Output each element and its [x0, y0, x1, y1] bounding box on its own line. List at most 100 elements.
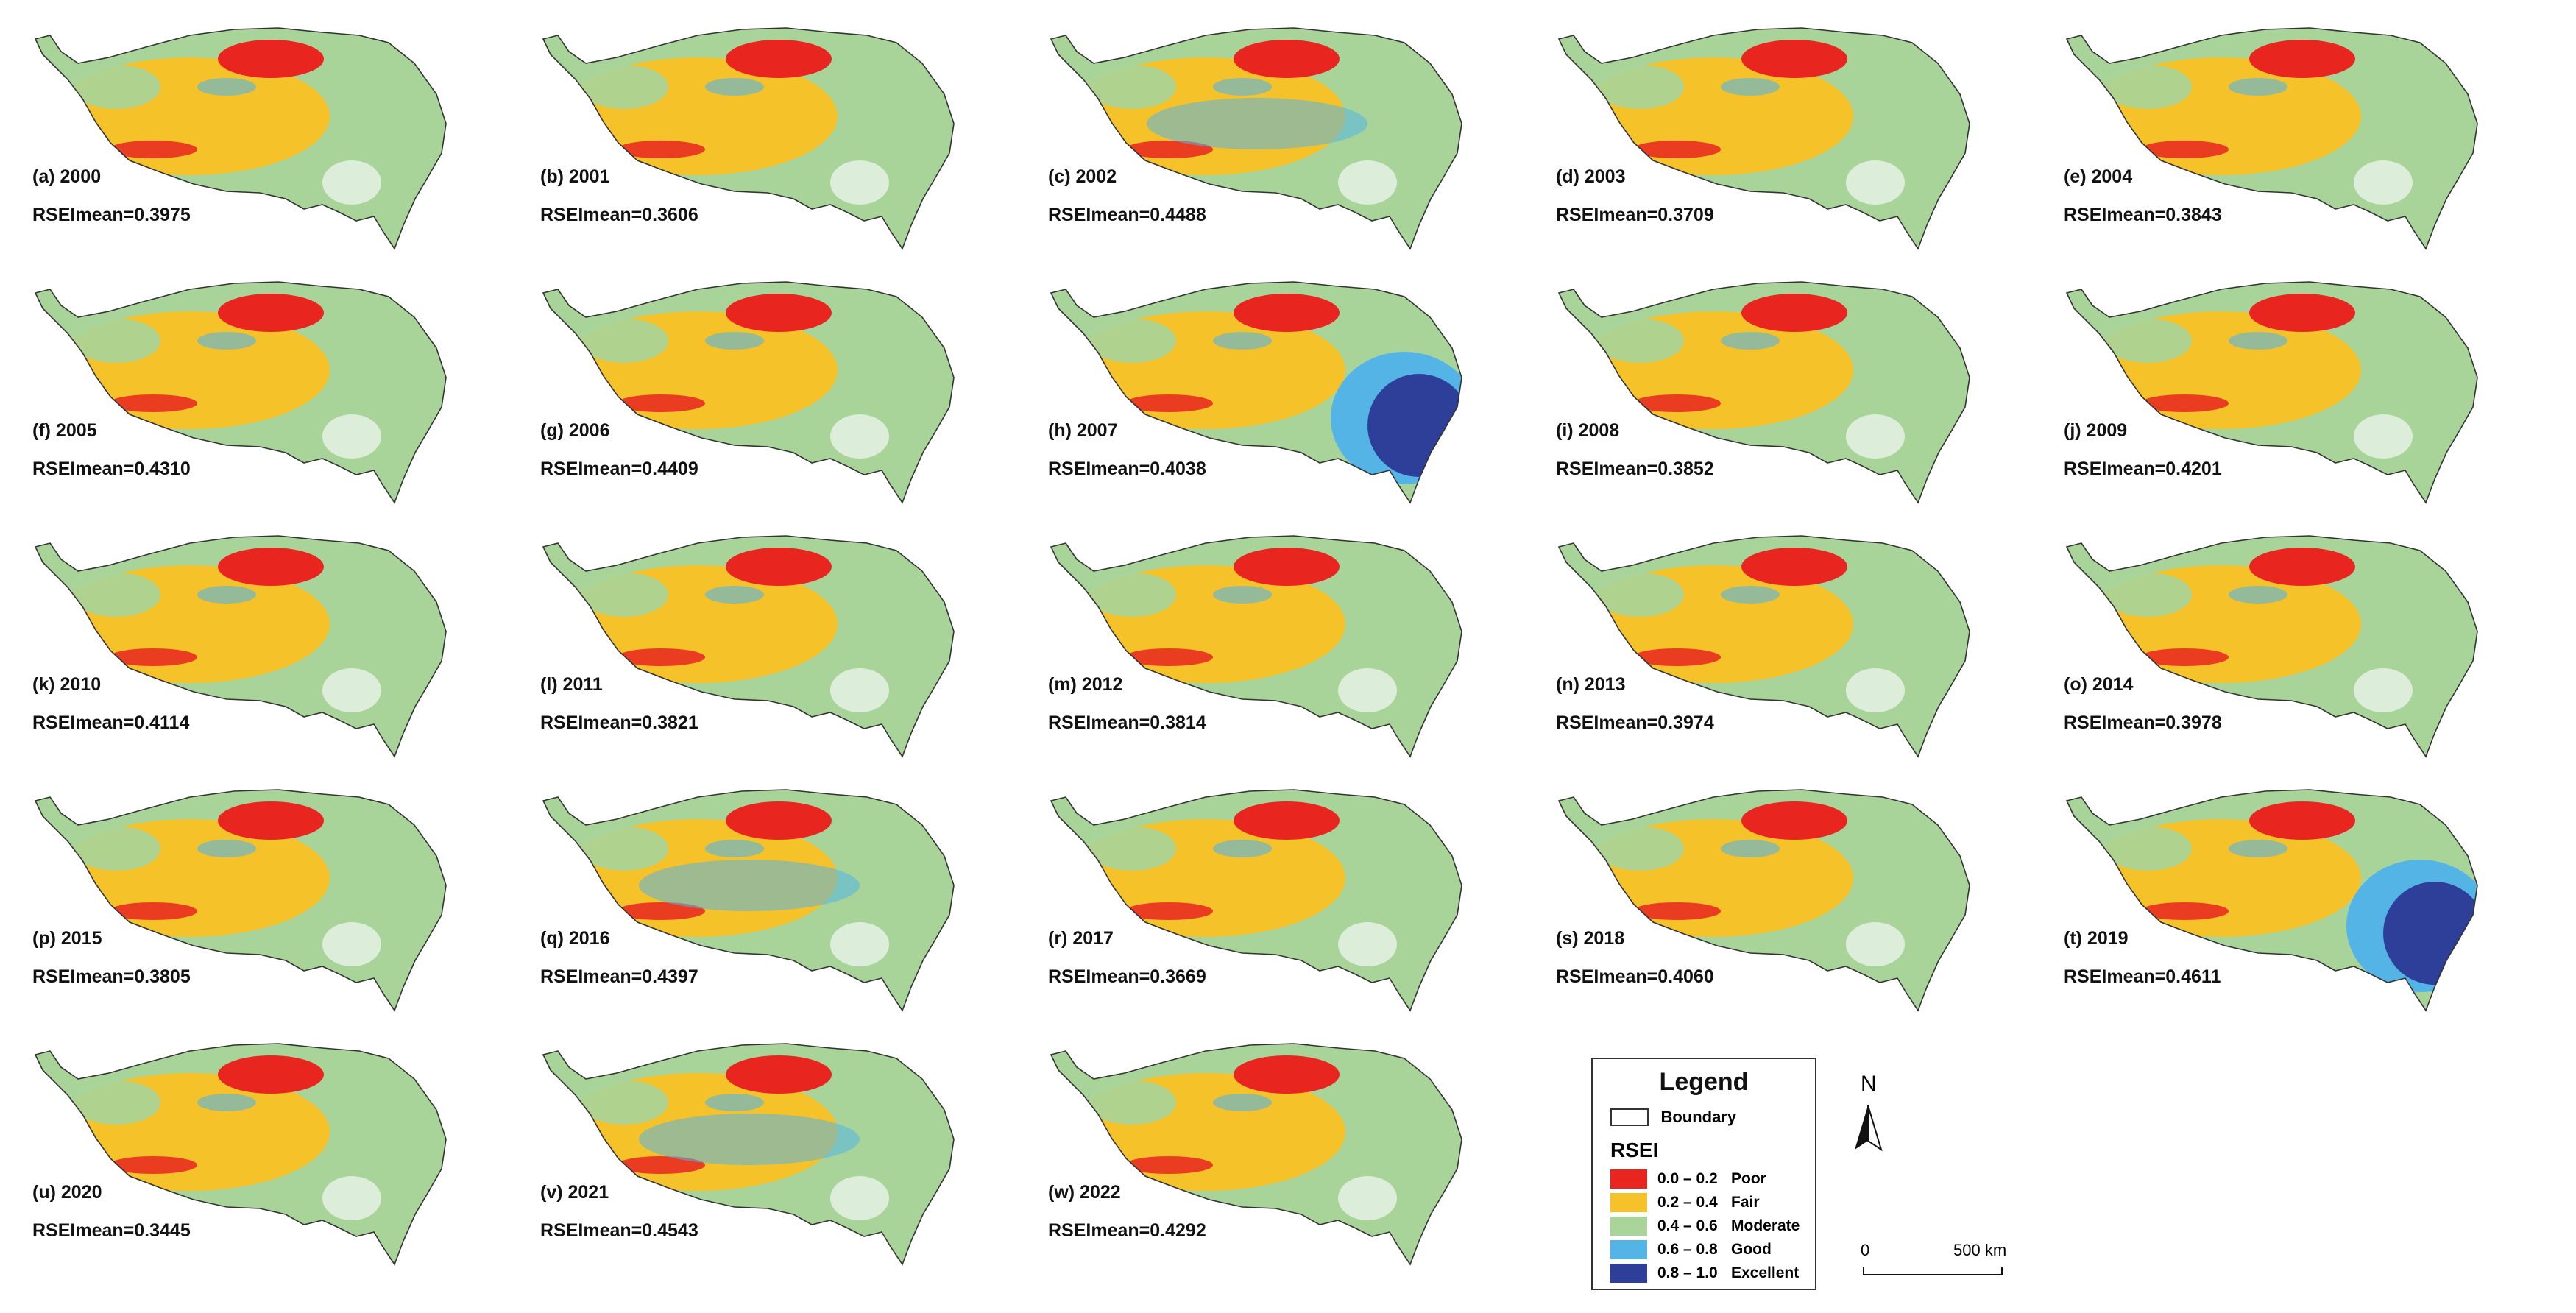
panel-rsei-mean: RSEImean=0.3805 [32, 966, 191, 987]
panel-rsei-mean: RSEImean=0.3975 [32, 205, 191, 225]
legend-class-name: Poor [1731, 1170, 1766, 1187]
legend-range: 0.0 – 0.2 [1657, 1170, 1718, 1187]
legend-swatch [1610, 1264, 1647, 1283]
legend-class: 0.2 – 0.4 Fair [1610, 1193, 1760, 1214]
north-label: N [1861, 1072, 1877, 1096]
rsei-map [542, 281, 955, 504]
map-panel: (d) 2003 RSEImean=0.3709 [1529, 6, 2037, 260]
rsei-map [2065, 789, 2478, 1012]
rsei-map [34, 789, 447, 1012]
panel-label: (e) 2004 [2064, 166, 2133, 187]
panel-rsei-mean: RSEImean=0.4310 [32, 459, 191, 479]
map-panel: (c) 2002 RSEImean=0.4488 [1022, 6, 1529, 260]
boundary-swatch [1610, 1108, 1649, 1126]
map-panel: (m) 2012 RSEImean=0.3814 [1022, 514, 1529, 768]
map-panel: (l) 2011 RSEImean=0.3821 [514, 514, 1022, 768]
rsei-map [34, 281, 447, 504]
legend-swatch [1610, 1169, 1647, 1189]
rsei-map [1557, 27, 1970, 250]
legend-class-name: Fair [1731, 1194, 1760, 1211]
rsei-map [1050, 535, 1462, 758]
scale-bar-line [1863, 1267, 2003, 1275]
map-panel: (i) 2008 RSEImean=0.3852 [1529, 260, 2037, 514]
panel-rsei-mean: RSEImean=0.3709 [1556, 205, 1714, 225]
panel-label: (f) 2005 [32, 420, 97, 441]
panel-label: (m) 2012 [1048, 674, 1123, 695]
panel-rsei-mean: RSEImean=0.3814 [1048, 712, 1206, 733]
panel-rsei-mean: RSEImean=0.4611 [2064, 966, 2221, 987]
map-panel: (w) 2022 RSEImean=0.4292 [1022, 1022, 1529, 1275]
panel-rsei-mean: RSEImean=0.4114 [32, 712, 190, 733]
legend-range: 0.6 – 0.8 [1657, 1241, 1718, 1258]
panel-rsei-mean: RSEImean=0.3974 [1556, 712, 1714, 733]
legend-swatch [1610, 1217, 1647, 1236]
legend-index-label: RSEI [1610, 1139, 1659, 1161]
panel-rsei-mean: RSEImean=0.3606 [540, 205, 698, 225]
north-arrow: N [1849, 1072, 1900, 1167]
map-panel: (k) 2010 RSEImean=0.4114 [6, 514, 514, 768]
map-panel: (h) 2007 RSEImean=0.4038 [1022, 260, 1529, 514]
panel-label: (r) 2017 [1048, 928, 1114, 949]
panel-label: (w) 2022 [1048, 1182, 1121, 1203]
map-panel: (q) 2016 RSEImean=0.4397 [514, 768, 1022, 1022]
panel-label: (b) 2001 [540, 166, 610, 187]
rsei-map [1050, 27, 1462, 250]
panel-label: (c) 2002 [1048, 166, 1117, 187]
panel-rsei-mean: RSEImean=0.3445 [32, 1220, 191, 1241]
rsei-map [542, 789, 955, 1012]
legend-range: 0.8 – 1.0 [1657, 1264, 1718, 1281]
legend-range: 0.4 – 0.6 [1657, 1217, 1718, 1234]
legend-class-name: Good [1731, 1241, 1772, 1258]
rsei-map [1557, 789, 1970, 1012]
map-panel: (u) 2020 RSEImean=0.3445 [6, 1022, 514, 1275]
legend-class: 0.4 – 0.6 Moderate [1610, 1217, 1800, 1237]
panel-rsei-mean: RSEImean=0.3669 [1048, 966, 1206, 987]
legend-swatch [1610, 1193, 1647, 1212]
map-panel: (v) 2021 RSEImean=0.4543 [514, 1022, 1022, 1275]
rsei-map [2065, 535, 2478, 758]
rsei-map [2065, 27, 2478, 250]
legend-range: 0.2 – 0.4 [1657, 1194, 1718, 1211]
panel-rsei-mean: RSEImean=0.3978 [2064, 712, 2222, 733]
scale-bar: 0 500 km [1858, 1241, 2020, 1285]
rsei-map [34, 1043, 447, 1266]
panel-label: (u) 2020 [32, 1182, 102, 1203]
boundary-label: Boundary [1660, 1108, 1737, 1126]
legend-title: Legend [1659, 1068, 1749, 1096]
panel-rsei-mean: RSEImean=0.3843 [2064, 205, 2222, 225]
map-panel: (t) 2019 RSEImean=0.4611 [2037, 768, 2545, 1022]
map-panel: (s) 2018 RSEImean=0.4060 [1529, 768, 2037, 1022]
panel-label: (i) 2008 [1556, 420, 1620, 441]
map-panel: (g) 2006 RSEImean=0.4409 [514, 260, 1022, 514]
panel-rsei-mean: RSEImean=0.4409 [540, 459, 698, 479]
map-panel: (e) 2004 RSEImean=0.3843 [2037, 6, 2545, 260]
map-legend: Legend Boundary RSEI 0.0 – 0.2 Poor 0.2 – … [1591, 1058, 1816, 1290]
panel-label: (v) 2021 [540, 1182, 609, 1203]
legend-class-name: Moderate [1731, 1217, 1800, 1234]
scale-end: 500 km [1953, 1241, 2007, 1259]
panel-label: (d) 2003 [1556, 166, 1626, 187]
panel-label: (g) 2006 [540, 420, 610, 441]
panel-rsei-mean: RSEImean=0.4543 [540, 1220, 698, 1241]
map-panel: (r) 2017 RSEImean=0.3669 [1022, 768, 1529, 1022]
scale-start: 0 [1861, 1241, 1870, 1259]
rsei-map [1557, 535, 1970, 758]
map-panel: (j) 2009 RSEImean=0.4201 [2037, 260, 2545, 514]
panel-label: (p) 2015 [32, 928, 102, 949]
rsei-map [2065, 281, 2478, 504]
panel-rsei-mean: RSEImean=0.4038 [1048, 459, 1206, 479]
rsei-map [542, 27, 955, 250]
legend-boundary-entry: Boundary [1610, 1108, 1736, 1127]
map-panel: (a) 2000 RSEImean=0.3975 [6, 6, 514, 260]
panel-rsei-mean: RSEImean=0.4292 [1048, 1220, 1206, 1241]
north-arrow-icon [1855, 1105, 1883, 1152]
map-panel: (f) 2005 RSEImean=0.4310 [6, 260, 514, 514]
rsei-map [34, 535, 447, 758]
map-panel: (p) 2015 RSEImean=0.3805 [6, 768, 514, 1022]
panel-rsei-mean: RSEImean=0.3821 [540, 712, 698, 733]
panel-label: (l) 2011 [540, 674, 603, 695]
map-panel: (o) 2014 RSEImean=0.3978 [2037, 514, 2545, 768]
panel-rsei-mean: RSEImean=0.4201 [2064, 459, 2222, 479]
map-panel: (b) 2001 RSEImean=0.3606 [514, 6, 1022, 260]
